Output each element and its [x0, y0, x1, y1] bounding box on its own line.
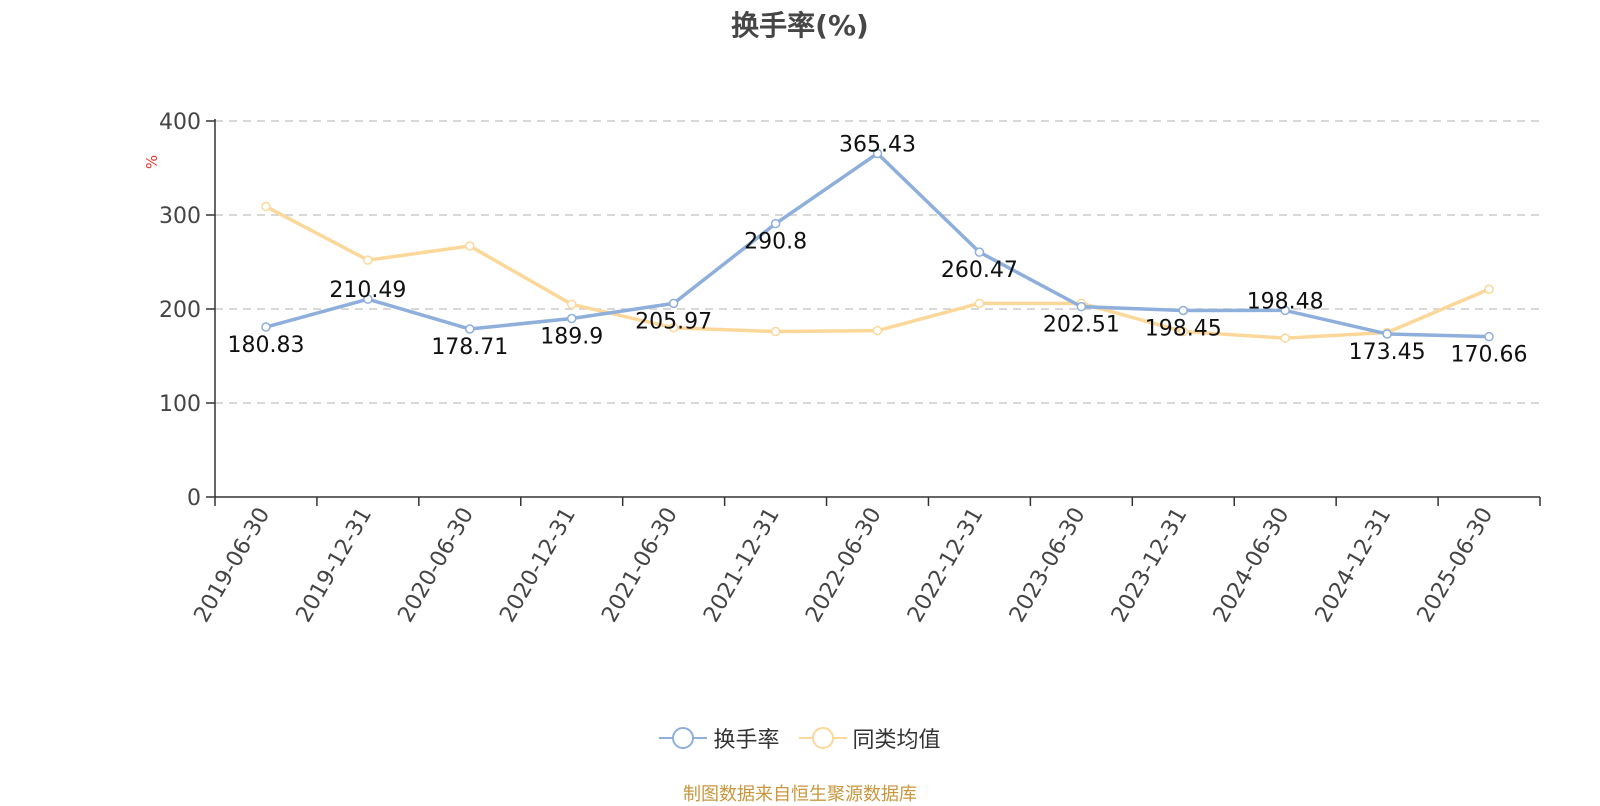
data-point-1 [770, 326, 781, 337]
x-tick-label: 2024-12-31 [1311, 504, 1397, 627]
data-point-1 [974, 298, 985, 309]
x-tick-label: 2022-06-30 [801, 504, 887, 627]
data-point-0 [974, 247, 985, 257]
series [261, 148, 1494, 343]
legend-swatch-turnover-icon [659, 727, 708, 749]
data-label: 202.51 [1043, 313, 1120, 338]
data-point-1 [668, 323, 679, 333]
legend-swatch-peer-average-icon [798, 727, 847, 749]
data-label: 198.45 [1145, 316, 1222, 341]
y-axis-title: % [143, 155, 161, 169]
data-label: 178.71 [431, 335, 508, 360]
data-point-0 [1382, 329, 1392, 339]
x-tick-label: 2021-12-31 [699, 504, 785, 627]
data-label: 205.97 [635, 309, 712, 334]
data-point-1 [1178, 326, 1189, 337]
x-tick-label: 2021-06-30 [597, 504, 683, 627]
data-point-0 [1178, 305, 1189, 316]
data-labels: 180.83 210.49 178.71 189.9 205.97 290.8 365.43… [227, 132, 1527, 367]
data-point-1 [1484, 284, 1494, 295]
data-label: 260.47 [941, 258, 1018, 283]
data-label: 170.66 [1451, 343, 1528, 368]
x-tick-label: 2019-12-31 [292, 504, 378, 627]
data-point-0 [770, 218, 781, 229]
x-tick-label: 2025-06-30 [1413, 504, 1499, 627]
data-point-1 [566, 299, 577, 310]
legend-label-turnover: 换手率 [713, 728, 780, 753]
legend-label-peer-average: 同类均值 [852, 728, 941, 753]
data-label: 210.49 [329, 278, 406, 303]
data-label: 365.43 [839, 132, 916, 157]
data-point-0 [1280, 305, 1290, 316]
legend-item-peer-average[interactable]: 同类均值 [798, 722, 941, 754]
data-point-1 [363, 255, 373, 265]
legend: 换手率 同类均值 [0, 722, 1600, 754]
x-tick-label: 2020-12-31 [495, 504, 581, 627]
series-line-1 [264, 204, 1491, 340]
source-note: 制图数据来自恒生聚源数据库 [683, 784, 917, 805]
x-tick-label: 2024-06-30 [1209, 504, 1295, 627]
y-tick-label: 100 [159, 392, 201, 417]
data-point-0 [668, 298, 679, 309]
data-label: 198.48 [1247, 289, 1324, 314]
data-point-0 [363, 294, 373, 304]
data-point-0 [1484, 331, 1494, 342]
grid-lines [215, 120, 1540, 404]
axes: 0 100 200 300 400 2019-06-30 2019-12-31 2020-06… [159, 110, 1541, 627]
x-tick-label: 2020-06-30 [393, 504, 479, 627]
data-point-0 [872, 148, 883, 159]
data-label: 290.8 [744, 230, 807, 255]
data-point-1 [1280, 333, 1290, 343]
x-tick-label: 2023-06-30 [1005, 504, 1091, 627]
data-point-1 [872, 325, 883, 336]
data-point-1 [261, 201, 271, 212]
y-tick-label: 300 [159, 204, 201, 229]
data-point-0 [566, 313, 577, 324]
y-tick-label: 0 [187, 486, 201, 511]
data-label: 173.45 [1349, 340, 1426, 365]
data-point-1 [465, 241, 475, 251]
data-point-0 [1076, 301, 1087, 312]
data-label: 189.9 [540, 324, 603, 349]
data-label: 180.83 [227, 333, 304, 358]
data-point-0 [261, 322, 271, 332]
chart-title: 换手率(%) [731, 9, 869, 42]
x-tick-label: 2023-12-31 [1107, 504, 1193, 627]
x-tick-label: 2022-12-31 [903, 504, 989, 627]
x-tick-label: 2019-06-30 [190, 504, 276, 627]
y-tick-label: 200 [159, 298, 201, 323]
legend-item-turnover[interactable]: 换手率 [659, 722, 780, 754]
y-tick-label: 400 [159, 110, 201, 135]
data-point-0 [465, 324, 475, 334]
